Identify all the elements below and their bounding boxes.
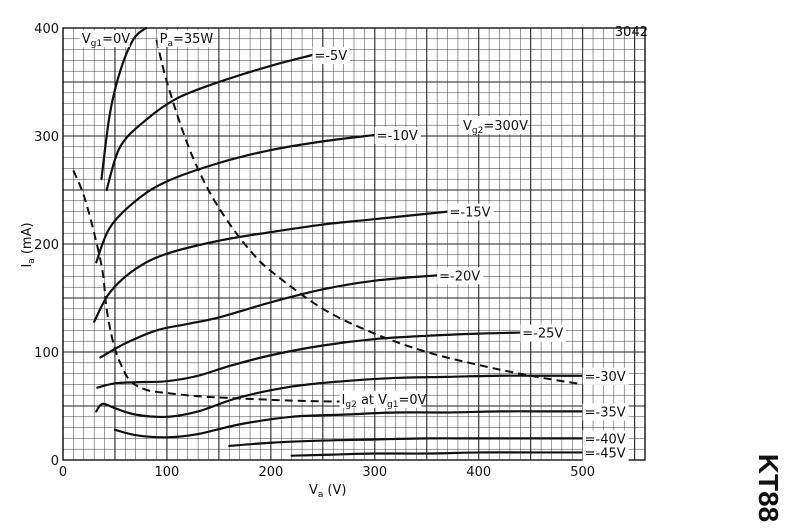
- series-line: [100, 26, 148, 181]
- ticks: 0 100 200 300 400 500 0 100 200 300 400: [34, 22, 595, 480]
- series-label-vg1-0v: Vg1=0V: [79, 30, 131, 49]
- svg-text:=-15V: =-15V: [450, 206, 491, 221]
- ylabel: I: [20, 264, 35, 268]
- curves: [72, 26, 584, 457]
- y-tick-label: 300: [34, 130, 59, 145]
- x-tick-label: 500: [570, 465, 595, 480]
- screen-current-curve: [72, 170, 344, 403]
- y-tick-label: 400: [34, 22, 59, 37]
- series-label: =-35V: [582, 403, 629, 421]
- xlabel-unit: (V): [327, 483, 346, 498]
- ylabel-sub: a: [27, 258, 37, 264]
- series-label: =-5V: [312, 47, 351, 64]
- tube-type-label: KT88: [753, 453, 785, 523]
- x-tick-label: 300: [362, 465, 387, 480]
- svg-text:=-10V: =-10V: [377, 129, 418, 144]
- svg-text:Ig2 at Vg1=0V: Ig2 at Vg1=0V: [342, 393, 427, 410]
- svg-text:Vg1=0V: Vg1=0V: [82, 32, 131, 49]
- vg2-sub: g2: [472, 126, 483, 136]
- svg-text:Ia(mA): Ia (mA): [20, 222, 37, 267]
- series-label: =-10V: [374, 126, 421, 144]
- dissipation-label: Pa=35W: [157, 30, 214, 49]
- series-line: [290, 451, 584, 457]
- svg-text:=-45V: =-45V: [585, 446, 626, 461]
- series-label: =-25V: [520, 324, 567, 342]
- series-line: [93, 210, 449, 323]
- series-line: [95, 133, 376, 264]
- svg-text:=-40V: =-40V: [585, 432, 626, 447]
- vg2-value: =300V: [483, 119, 528, 134]
- series-line: [228, 437, 584, 448]
- svg-text:=-25V: =-25V: [522, 327, 563, 342]
- series-line: [95, 374, 584, 419]
- y-tick-label: 0: [51, 454, 59, 469]
- svg-text:=-35V: =-35V: [585, 405, 626, 420]
- svg-text:=-30V: =-30V: [585, 370, 626, 385]
- grid: [62, 27, 646, 461]
- series-line: [96, 331, 522, 389]
- x-tick-label: 400: [466, 465, 491, 480]
- curve-labels: Vg1=0V =-5V =-10V =-15V =-20V =-25V =-30V =-35V…: [79, 30, 629, 462]
- x-axis-label: Va (V): [309, 483, 346, 500]
- ylabel-unit: (mA): [20, 222, 35, 254]
- series-line: [113, 410, 584, 439]
- series-label: =-45V: [582, 444, 629, 462]
- xlabel: V: [309, 483, 318, 498]
- svg-text:Va(V): Va (V): [309, 483, 346, 500]
- vg2-label: V: [463, 119, 472, 134]
- x-tick-label: 0: [59, 465, 67, 480]
- series-label: =-30V: [582, 367, 629, 385]
- series-line: [105, 53, 314, 192]
- plot-frame: [62, 27, 646, 461]
- svg-text:Pa=35W: Pa=35W: [160, 32, 214, 49]
- svg-text:=-20V: =-20V: [439, 269, 480, 284]
- xlabel-sub: a: [318, 490, 324, 500]
- dissipation-curve: [155, 39, 583, 386]
- corner-code: 3042: [615, 25, 648, 40]
- series-label: =-40V: [582, 430, 629, 448]
- series-line: [99, 274, 439, 359]
- screen-current-label: Ig2 at Vg1=0V: [339, 390, 427, 410]
- series-label: =-20V: [437, 267, 484, 285]
- y-tick-label: 100: [34, 346, 59, 361]
- y-axis-label: Ia (mA): [20, 222, 37, 267]
- x-tick-label: 200: [258, 465, 283, 480]
- svg-text:Vg2=300V: Vg2=300V: [463, 119, 528, 136]
- y-tick-label: 200: [34, 238, 59, 253]
- vg2-annotation: Vg2=300V: [459, 116, 528, 136]
- series-label: =-15V: [447, 203, 494, 221]
- x-tick-label: 100: [155, 465, 180, 480]
- svg-text:=-5V: =-5V: [314, 49, 347, 64]
